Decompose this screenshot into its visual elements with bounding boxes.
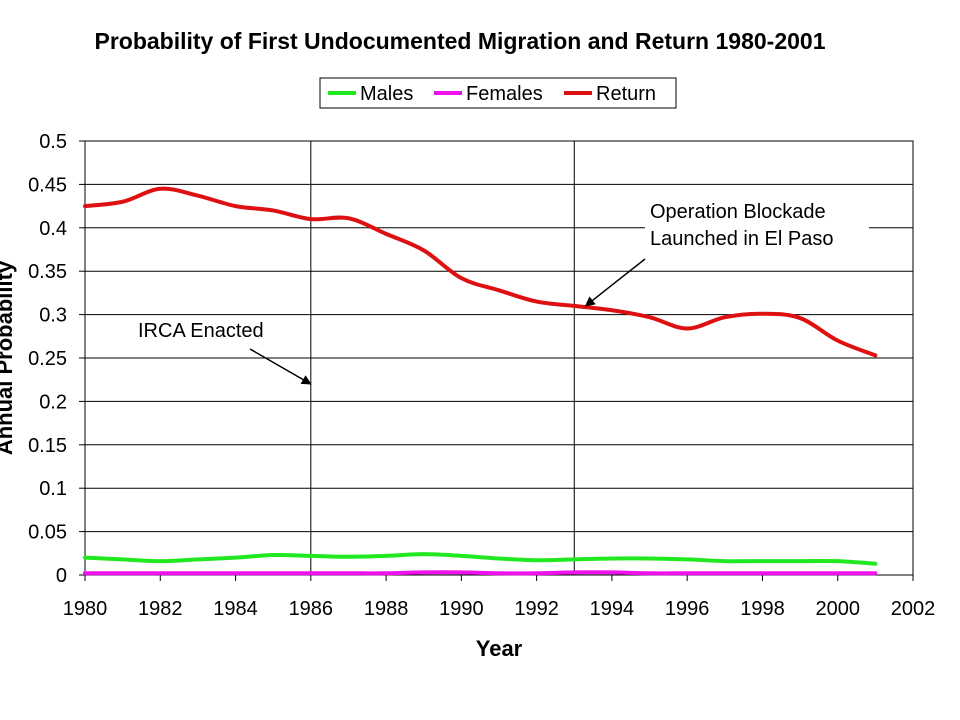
x-tick-label: 1984 <box>213 598 258 620</box>
annotation-blockade-arrow <box>584 258 646 307</box>
annotation-irca-arrow <box>249 348 312 385</box>
x-tick-label: 1994 <box>590 598 635 620</box>
annotation-blockade-bg <box>645 197 869 251</box>
annotation-irca-text: IRCA Enacted <box>138 320 264 342</box>
x-tick-label: 1980 <box>63 598 108 620</box>
y-tick-label: 0.2 <box>39 391 67 413</box>
annotation-blockade-line2: Launched in El Paso <box>650 228 833 250</box>
y-axis-title: Annual Probability <box>0 260 17 455</box>
y-tick-label: 0.5 <box>39 131 67 153</box>
x-tick-label: 1998 <box>740 598 785 620</box>
series-line-females <box>83 570 878 576</box>
annotation-irca: IRCA Enacted <box>138 320 312 385</box>
x-tick-label: 1992 <box>514 598 559 620</box>
legend-label-females: Females <box>466 83 543 105</box>
x-tick-label: 2002 <box>891 598 936 620</box>
y-tick-label: 0.25 <box>28 348 67 370</box>
annotation-blockade: Operation Blockade Launched in El Paso <box>584 197 869 307</box>
series-lines <box>83 186 878 576</box>
y-tick-label: 0.45 <box>28 174 67 196</box>
y-tick-label: 0.05 <box>28 522 67 544</box>
legend-label-return: Return <box>596 83 656 105</box>
y-tick-label: 0.15 <box>28 435 67 457</box>
legend-label-males: Males <box>360 83 413 105</box>
chart-title: Probability of First Undocumented Migrat… <box>94 28 825 54</box>
vertical-markers <box>310 141 575 575</box>
y-tick-label: 0.4 <box>39 218 67 240</box>
y-tick-label: 0.3 <box>39 305 67 327</box>
annotation-blockade-line1: Operation Blockade <box>650 201 826 223</box>
series-line-males <box>83 552 878 566</box>
axes: 0 0.05 0.1 0.15 0.2 0.25 0.3 0.35 0.4 0.45 0.5 1980… <box>28 131 935 620</box>
y-tick-label: 0.35 <box>28 261 67 283</box>
x-tick-label: 1990 <box>439 598 484 620</box>
x-axis-title: Year <box>476 636 523 661</box>
x-tick-label: 1982 <box>138 598 183 620</box>
x-tick-label: 2000 <box>815 598 860 620</box>
y-tick-label: 0.1 <box>39 478 67 500</box>
x-tick-label: 1986 <box>289 598 334 620</box>
x-tick-label: 1996 <box>665 598 710 620</box>
y-tick-label: 0 <box>56 565 67 587</box>
legend-box <box>319 77 677 109</box>
legend: Males Females Return <box>319 77 677 109</box>
series-line-return <box>83 186 878 358</box>
x-tick-label: 1988 <box>364 598 409 620</box>
